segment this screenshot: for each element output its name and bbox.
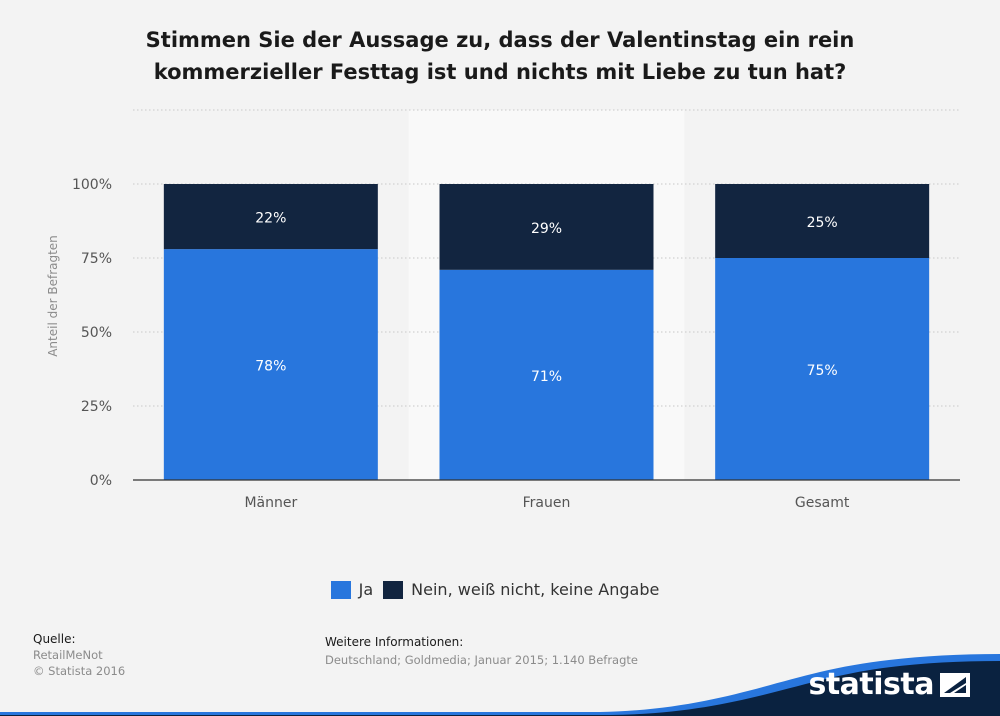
brand-banner: statista <box>0 636 1000 716</box>
legend-swatch-nein <box>383 580 404 599</box>
source-link[interactable]: RetailMeNot <box>33 648 103 662</box>
y-tick-label: 0% <box>90 473 112 489</box>
data-label: 71% <box>531 369 562 385</box>
info-text: Deutschland; Goldmedia; Januar 2015; 1.1… <box>325 653 638 667</box>
y-tick-label: 25% <box>81 399 112 415</box>
bar-ja <box>715 258 930 480</box>
statista-logo[interactable]: statista <box>808 667 970 702</box>
bar-nein <box>163 184 378 250</box>
data-label: 75% <box>807 363 838 379</box>
x-tick-label: Männer <box>244 495 297 511</box>
x-tick-label: Frauen <box>523 495 571 511</box>
brand-name: statista <box>808 667 934 702</box>
bar-nein <box>715 184 930 258</box>
legend: Ja Nein, weiß nicht, keine Angabe <box>0 580 1000 599</box>
legend-label-ja: Ja <box>358 580 374 599</box>
chart-title: Stimmen Sie der Aussage zu, dass der Val… <box>145 28 855 84</box>
bar-nein <box>439 184 654 270</box>
legend-label-nein: Nein, weiß nicht, keine Angabe <box>411 580 660 599</box>
source-block: Quelle: RetailMeNot © Statista 2016 <box>33 631 125 679</box>
y-tick-label: 75% <box>81 251 112 267</box>
legend-item-nein[interactable]: Nein, weiß nicht, keine Angabe <box>383 580 659 599</box>
data-label: 29% <box>531 221 562 237</box>
copyright: © Statista 2016 <box>33 664 126 678</box>
info-block: Weitere Informationen: Deutschland; Gold… <box>325 633 638 669</box>
info-label[interactable]: Weitere Informationen: <box>325 635 464 649</box>
y-tick-label: 100% <box>72 177 112 193</box>
x-tick-label: Gesamt <box>795 495 850 511</box>
data-label: 22% <box>255 211 286 227</box>
y-tick-label: 50% <box>81 325 112 341</box>
legend-item-ja[interactable]: Ja <box>330 580 374 599</box>
bar-ja <box>439 269 654 480</box>
y-axis-label: Anteil der Befragten <box>46 235 60 357</box>
data-label: 25% <box>807 215 838 231</box>
bar-ja <box>163 249 378 480</box>
source-label: Quelle: <box>33 632 76 646</box>
legend-swatch-ja <box>330 580 351 599</box>
statista-logo-icon <box>940 672 970 697</box>
data-label: 78% <box>255 359 286 375</box>
